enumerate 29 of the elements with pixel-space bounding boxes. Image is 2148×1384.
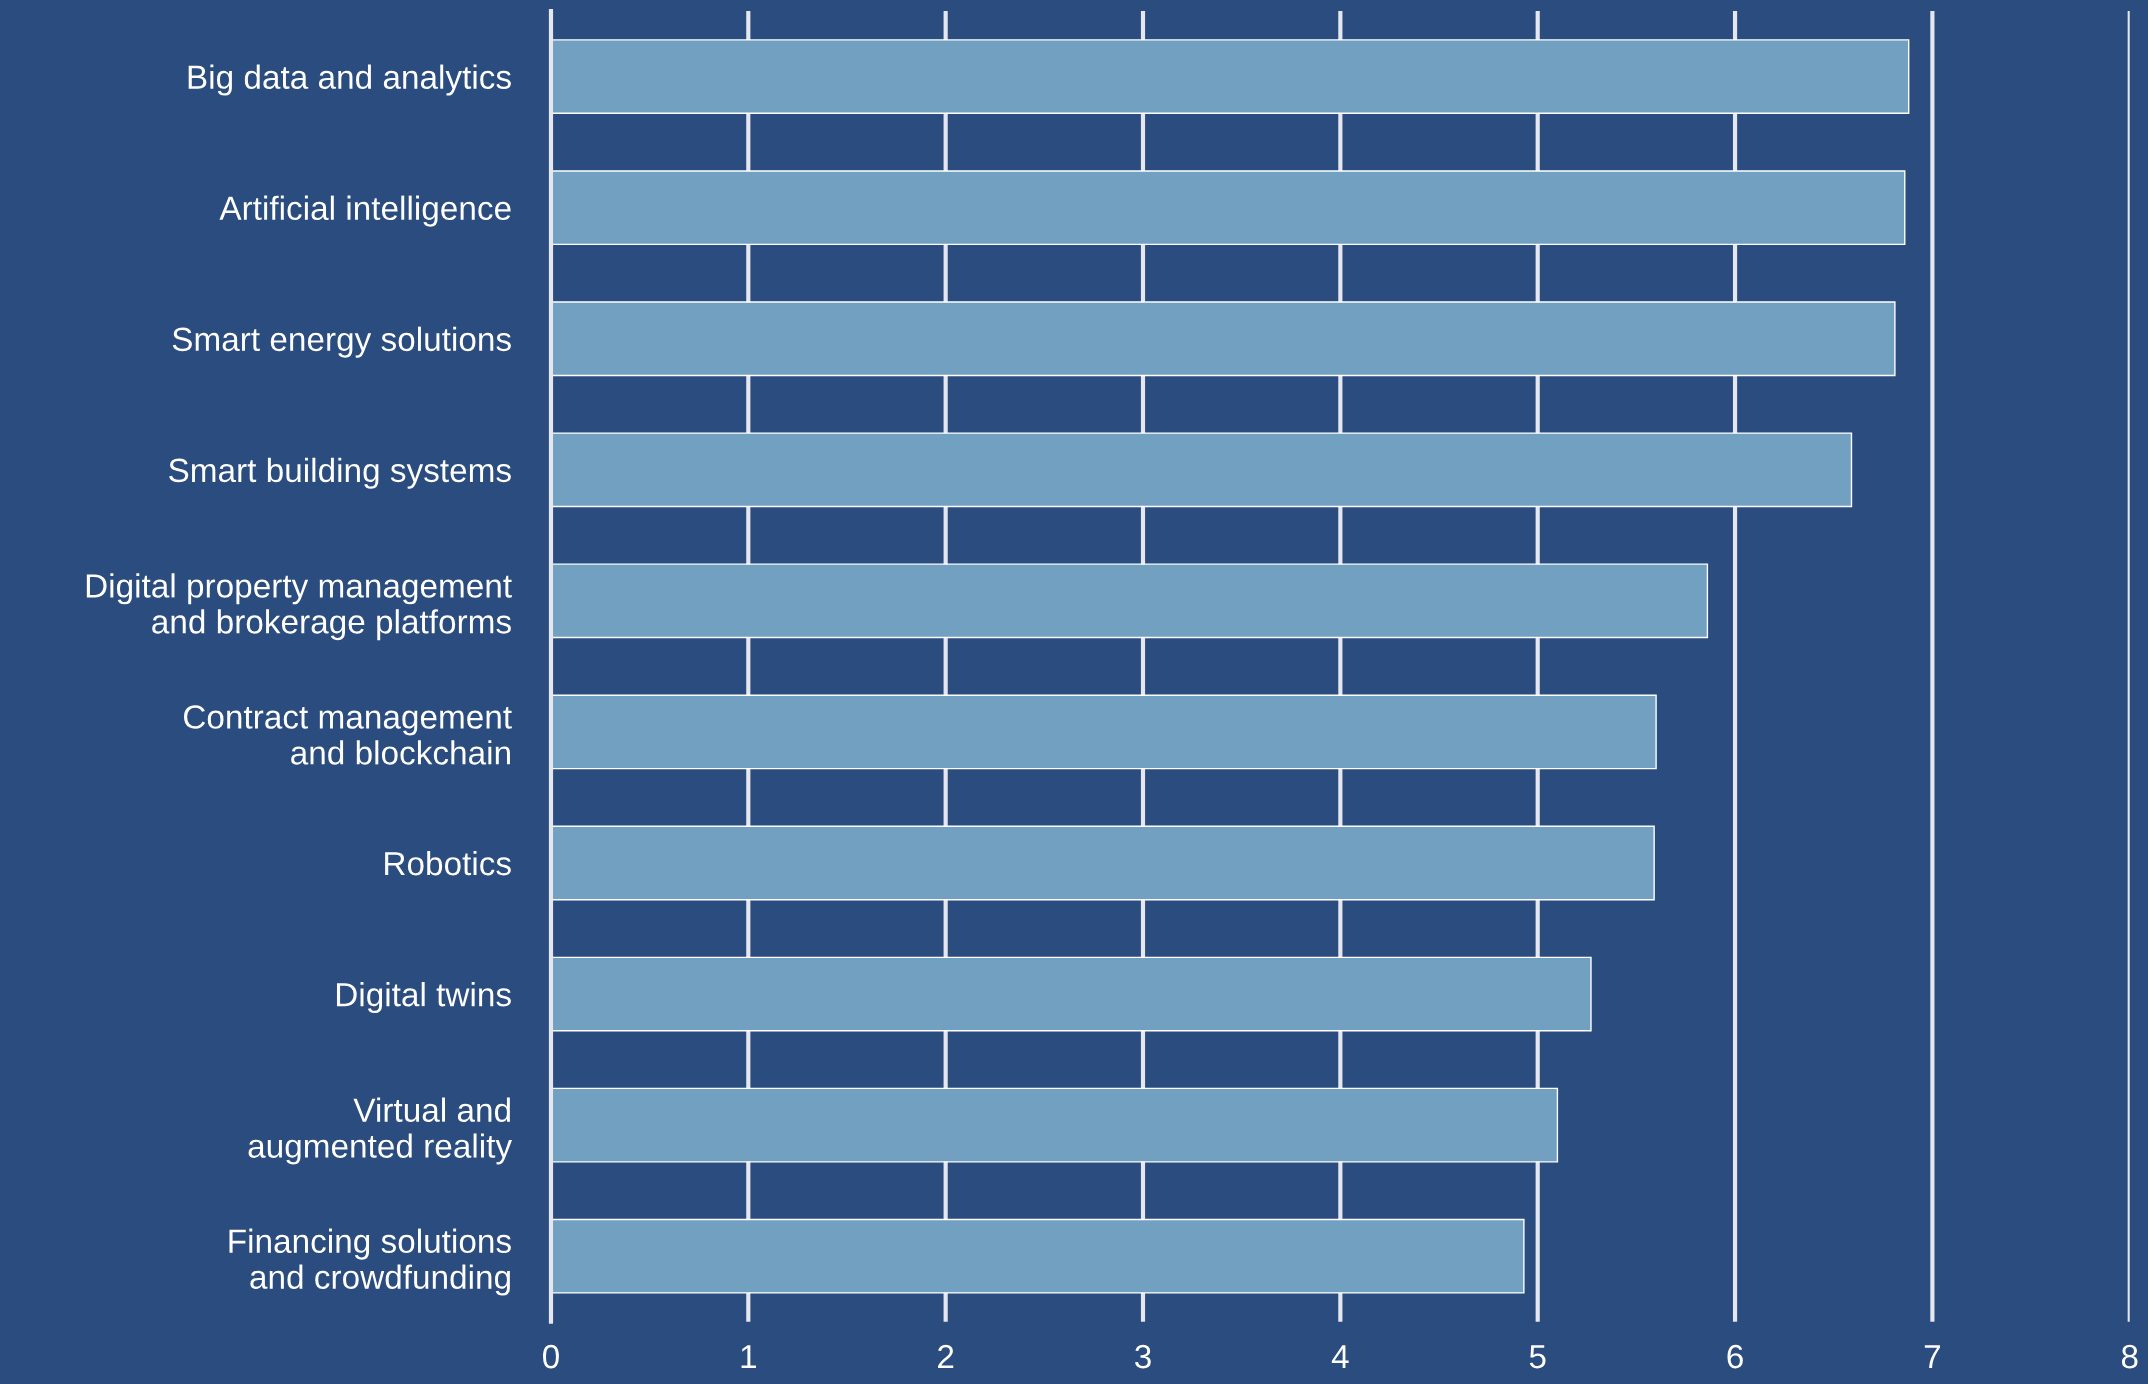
- y-tick-label: Virtual and augmented reality: [248, 1097, 513, 1165]
- y-tick-label: Digital twins: [336, 981, 511, 1014]
- x-tick-label: 8: [2121, 1344, 2138, 1369]
- x-tick-label: 4: [1331, 1345, 1349, 1369]
- x-tick-label: 5: [1529, 1345, 1546, 1369]
- bar: [550, 1218, 1525, 1294]
- x-tick-label: 0: [543, 1344, 559, 1369]
- bar: [550, 694, 1657, 770]
- y-tick-label: Artificial intelligence: [219, 195, 511, 227]
- x-tick-label: 3: [1135, 1344, 1151, 1369]
- x-tick-label: 2: [938, 1344, 954, 1369]
- y-tick-label: Contract management and blockchain: [183, 705, 512, 765]
- x-tick-label: 1: [741, 1345, 756, 1369]
- y-tick-label: Smart energy solutions: [172, 326, 511, 358]
- bar: [550, 563, 1709, 639]
- x-tick-label: 7: [1924, 1345, 1940, 1369]
- bar: [550, 825, 1655, 901]
- y-tick-label: Financing solutions and crowdfunding: [229, 1228, 511, 1296]
- y-tick-label: Big data and analytics: [188, 64, 511, 96]
- bar: [550, 956, 1592, 1032]
- y-tick-label: Robotics: [385, 850, 511, 876]
- y-tick-label: Smart building systems: [169, 457, 511, 489]
- bar: [550, 1087, 1559, 1163]
- x-tick-label: 6: [1727, 1344, 1743, 1369]
- bar: [550, 301, 1896, 377]
- bar: [550, 39, 1910, 114]
- bar: [550, 170, 1906, 246]
- bar: [550, 432, 1853, 508]
- y-tick-label: Digital property management and brokerage platforms: [86, 573, 512, 641]
